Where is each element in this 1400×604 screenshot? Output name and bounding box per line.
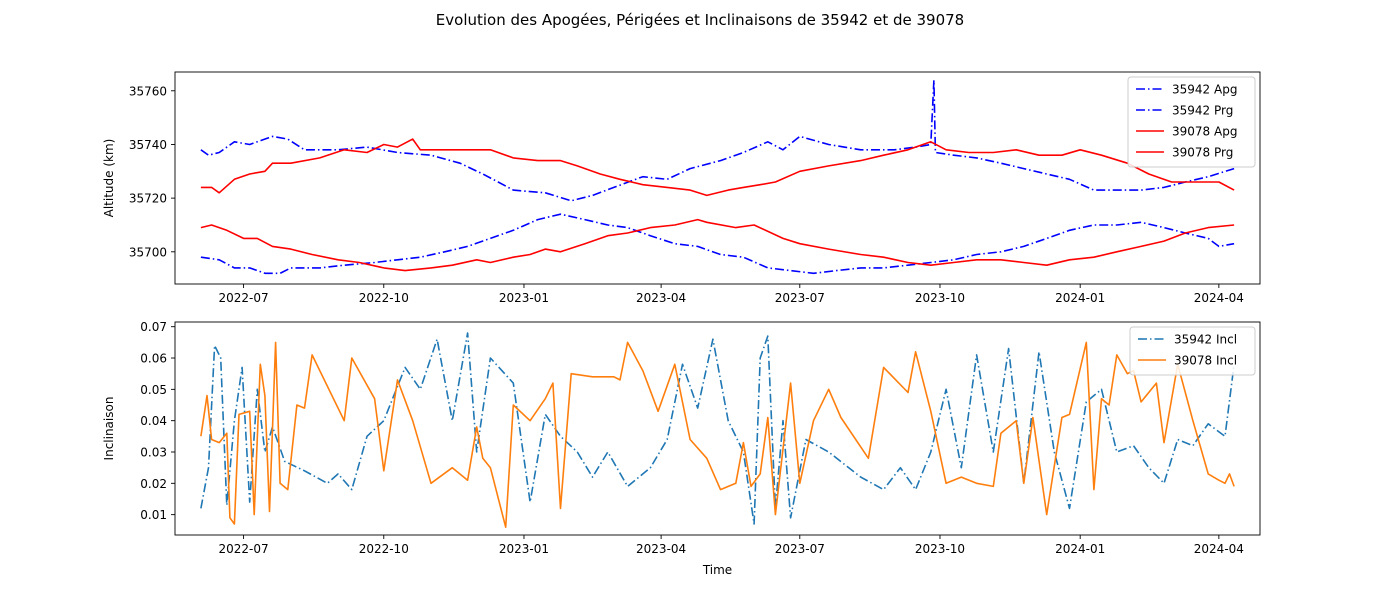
legend-label: 35942 Prg xyxy=(1172,104,1233,118)
x-tick-label: 2024-04 xyxy=(1194,542,1244,556)
axes-frame xyxy=(174,321,1261,536)
x-tick-label: 2023-10 xyxy=(915,291,965,305)
legend: 35942 Apg 35942 Prg 39078 Apg 39078 Prg xyxy=(1127,76,1256,168)
legend-box xyxy=(1127,76,1256,168)
series-line-39078-prg xyxy=(200,218,1235,272)
series-group xyxy=(200,79,1235,275)
y-tick-label: 0.06 xyxy=(140,352,167,366)
series-group xyxy=(200,332,1235,528)
series-line-39078-apg xyxy=(200,138,1235,197)
legend-label: 35942 Apg xyxy=(1172,83,1237,97)
legend-label: 35942 Incl xyxy=(1174,333,1237,347)
y-tick-label: 0.07 xyxy=(140,320,167,334)
figure-title: Evolution des Apogées, Périgées et Incli… xyxy=(436,11,964,29)
series-line-35942-prg xyxy=(200,213,1235,275)
legend-label: 39078 Apg xyxy=(1172,125,1237,139)
legend: 35942 Incl 39078 Incl xyxy=(1129,326,1256,376)
series-line-39078-incl xyxy=(200,341,1235,528)
y-tick-label: 35740 xyxy=(129,138,167,152)
x-tick-label: 2022-10 xyxy=(359,542,409,556)
x-tick-label: 2023-10 xyxy=(915,542,965,556)
x-tick-label: 2022-07 xyxy=(219,291,269,305)
x-tick-label: 2023-01 xyxy=(499,542,549,556)
x-tick-label: 2022-10 xyxy=(359,291,409,305)
y-tick-label: 0.04 xyxy=(140,414,167,428)
x-tick-label: 2023-01 xyxy=(499,291,549,305)
y-tick-label: 35760 xyxy=(129,84,167,98)
x-tick-label: 2023-04 xyxy=(636,542,686,556)
x-tick-label: 2023-04 xyxy=(636,291,686,305)
x-tick-label: 2024-01 xyxy=(1055,542,1105,556)
legend-label: 39078 Incl xyxy=(1174,354,1237,368)
x-tick-label: 2023-07 xyxy=(775,291,825,305)
x-tick-label: 2023-07 xyxy=(775,542,825,556)
legend-label: 39078 Prg xyxy=(1172,146,1233,160)
panel-2: 2022-07 2022-10 2023-01 2023-04 2023-07 2023-… xyxy=(102,320,1261,577)
panel-1: 2022-07 2022-10 2023-01 2023-04 2023-07 2023-… xyxy=(102,71,1261,305)
x-tick-label: 2022-07 xyxy=(219,542,269,556)
y-tick-label: 0.02 xyxy=(140,477,167,491)
y-tick-label: 0.01 xyxy=(140,508,167,522)
series-line-35942-incl xyxy=(200,332,1235,525)
y-tick-label: 35700 xyxy=(129,245,167,259)
axes-frame xyxy=(174,71,1261,285)
y-tick-label: 0.03 xyxy=(140,445,167,459)
y-axis-label: Inclinaison xyxy=(102,397,116,461)
x-tick-label: 2024-04 xyxy=(1194,291,1244,305)
y-axis-label: Altitude (km) xyxy=(102,139,116,218)
x-tick-label: 2024-01 xyxy=(1055,291,1105,305)
y-tick-label: 35720 xyxy=(129,192,167,206)
y-tick-label: 0.05 xyxy=(140,383,167,397)
x-axis-label: Time xyxy=(702,563,732,577)
series-line-35942-apg xyxy=(200,79,1235,202)
